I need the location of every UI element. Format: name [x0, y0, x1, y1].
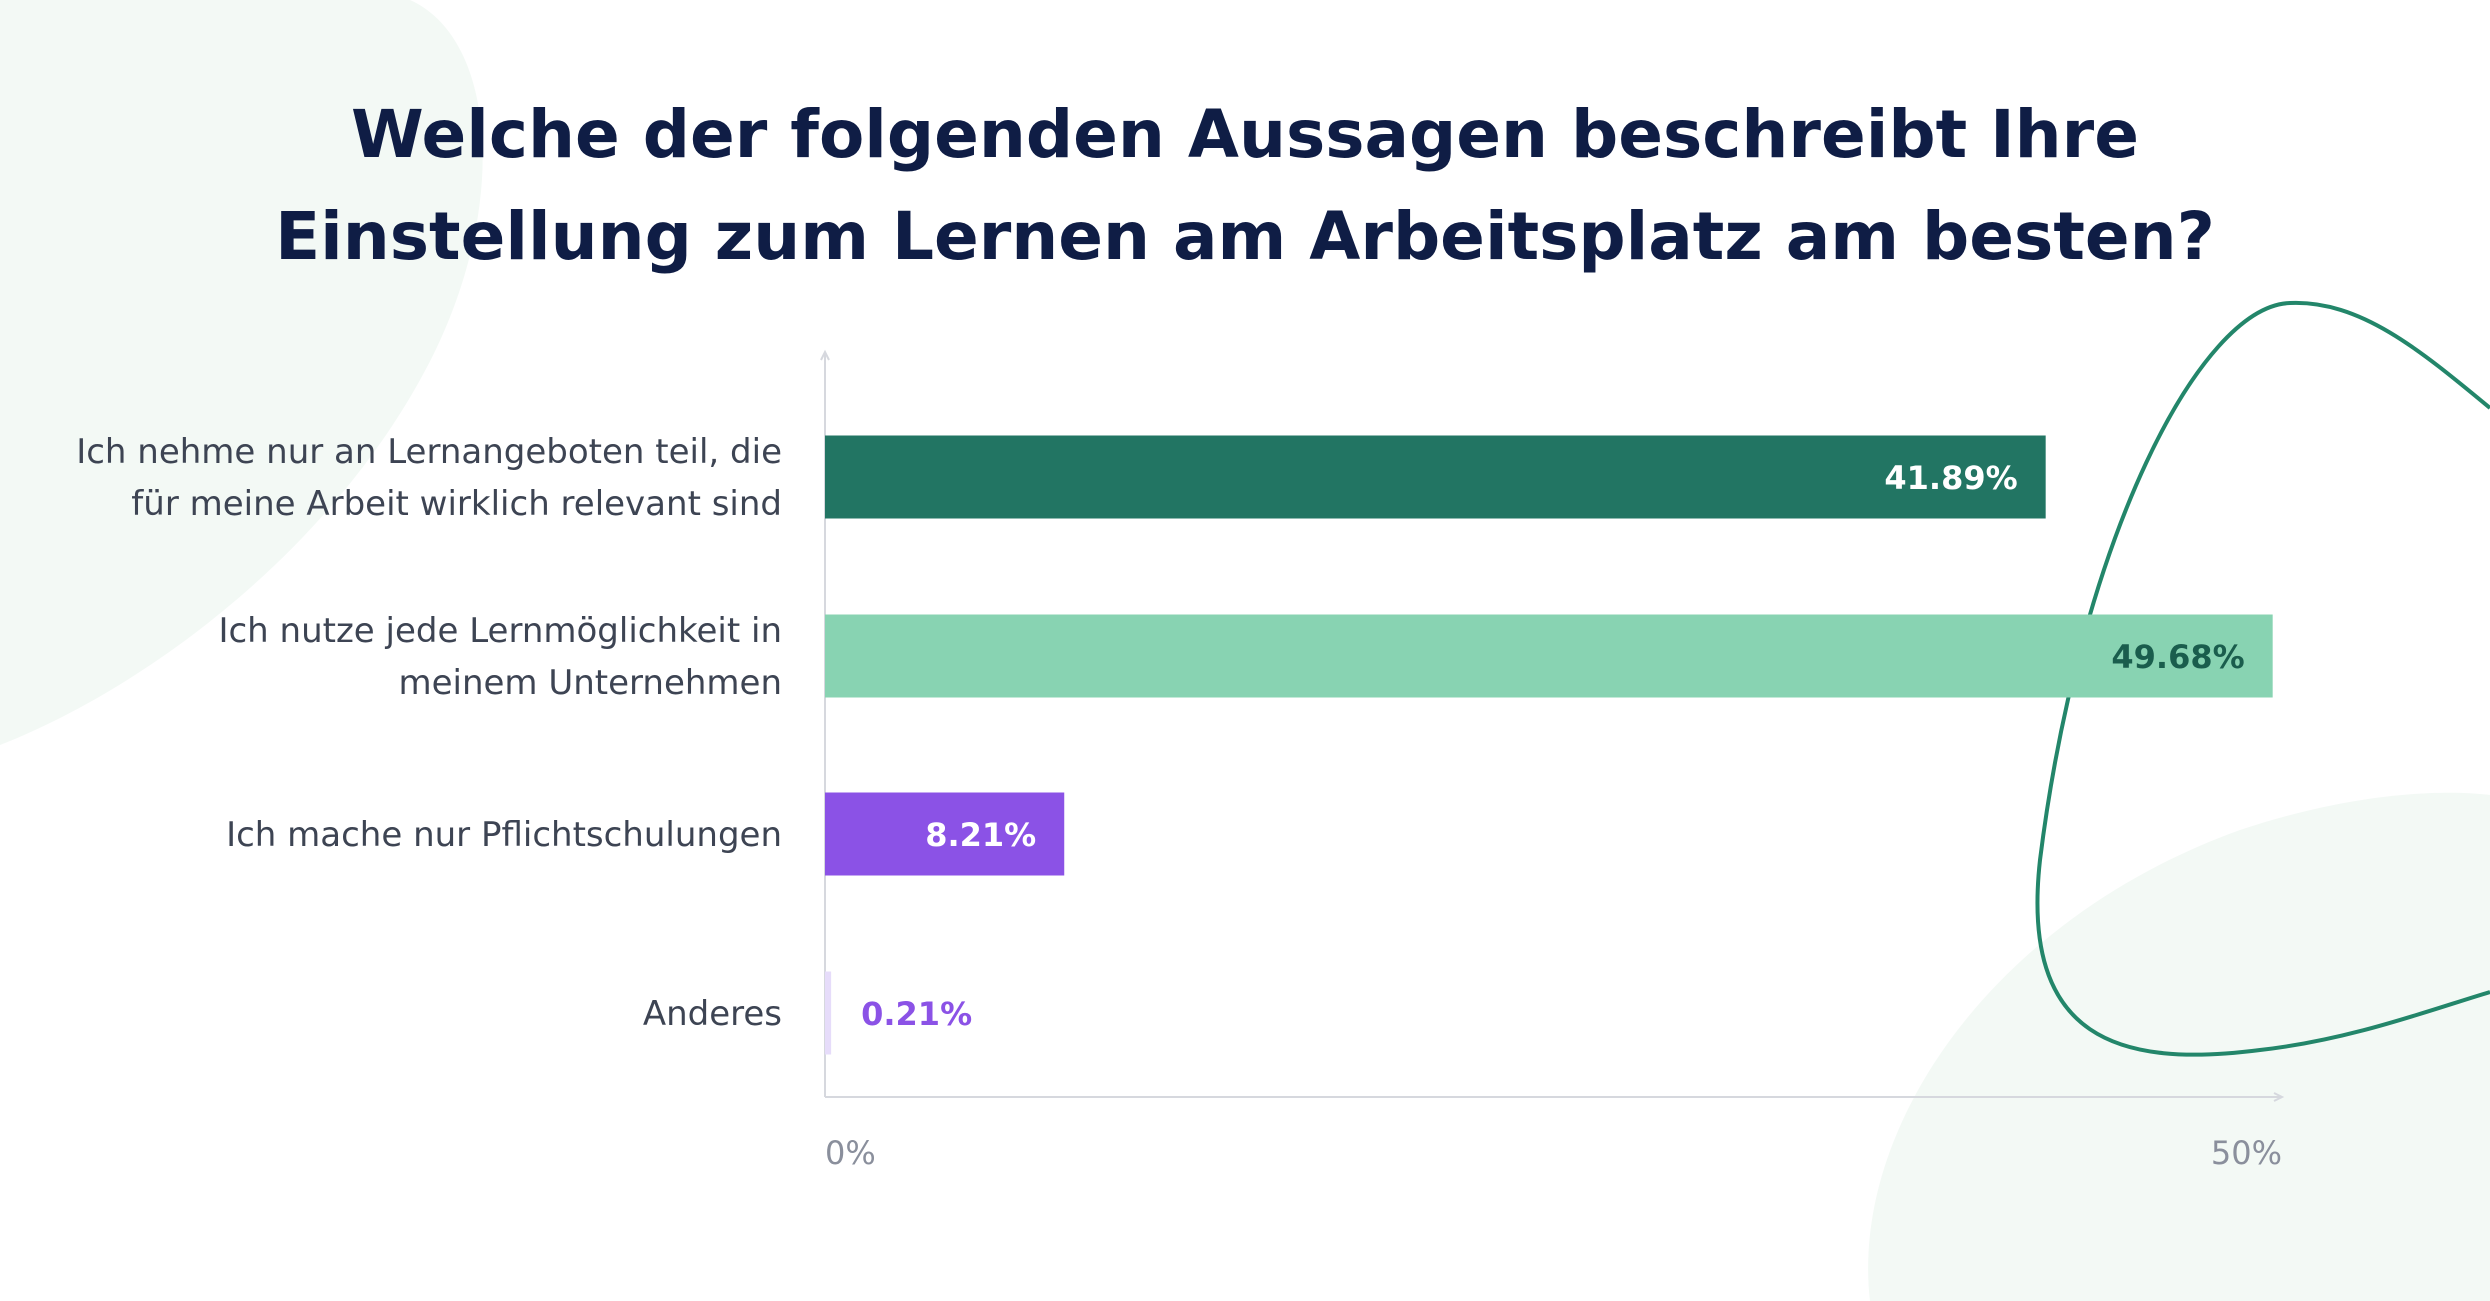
chart-title-line-1: Welche der folgenden Aussagen beschreibt…	[351, 96, 2139, 173]
background-blob-right	[1868, 792, 2490, 1301]
value-label: 8.21%	[925, 816, 1036, 854]
category-label-line: Ich mache nur Pflichtschulungen	[226, 815, 782, 855]
category-label: Ich nutze jede Lernmöglichkeit in meinem …	[218, 611, 782, 703]
decorative-outline-shape	[2035, 300, 2490, 1057]
bar	[825, 971, 832, 1055]
y-axis-arrow	[820, 349, 830, 361]
bar	[825, 792, 1065, 876]
bar	[825, 435, 2046, 519]
chart-title-line-2: Einstellung zum Lernen am Arbeitsplatz a…	[275, 198, 2215, 275]
value-label: 41.89%	[1884, 459, 2017, 497]
category-label: Anderes	[643, 994, 782, 1034]
x-tick-label: 50%	[2211, 1134, 2282, 1172]
category-label-line: für meine Arbeit wirklich relevant sind	[131, 484, 782, 524]
category-label: Ich mache nur Pflichtschulungen	[226, 815, 782, 855]
x-axis-arrow	[2273, 1092, 2285, 1102]
value-label: 49.68%	[2111, 638, 2244, 676]
x-tick-label: 0%	[825, 1134, 876, 1172]
background-blob-left	[0, 0, 483, 745]
category-label-line: Anderes	[643, 994, 782, 1034]
bar	[825, 614, 2273, 698]
value-label: 0.21%	[861, 995, 972, 1033]
category-label: Ich nehme nur an Lernangeboten teil, die…	[76, 432, 782, 524]
category-label-line: meinem Unternehmen	[398, 663, 782, 703]
category-label-line: Ich nehme nur an Lernangeboten teil, die	[76, 432, 782, 472]
chart-title: Welche der folgenden Aussagen beschreibt…	[245, 84, 2245, 288]
category-label-line: Ich nutze jede Lernmöglichkeit in	[218, 611, 782, 651]
